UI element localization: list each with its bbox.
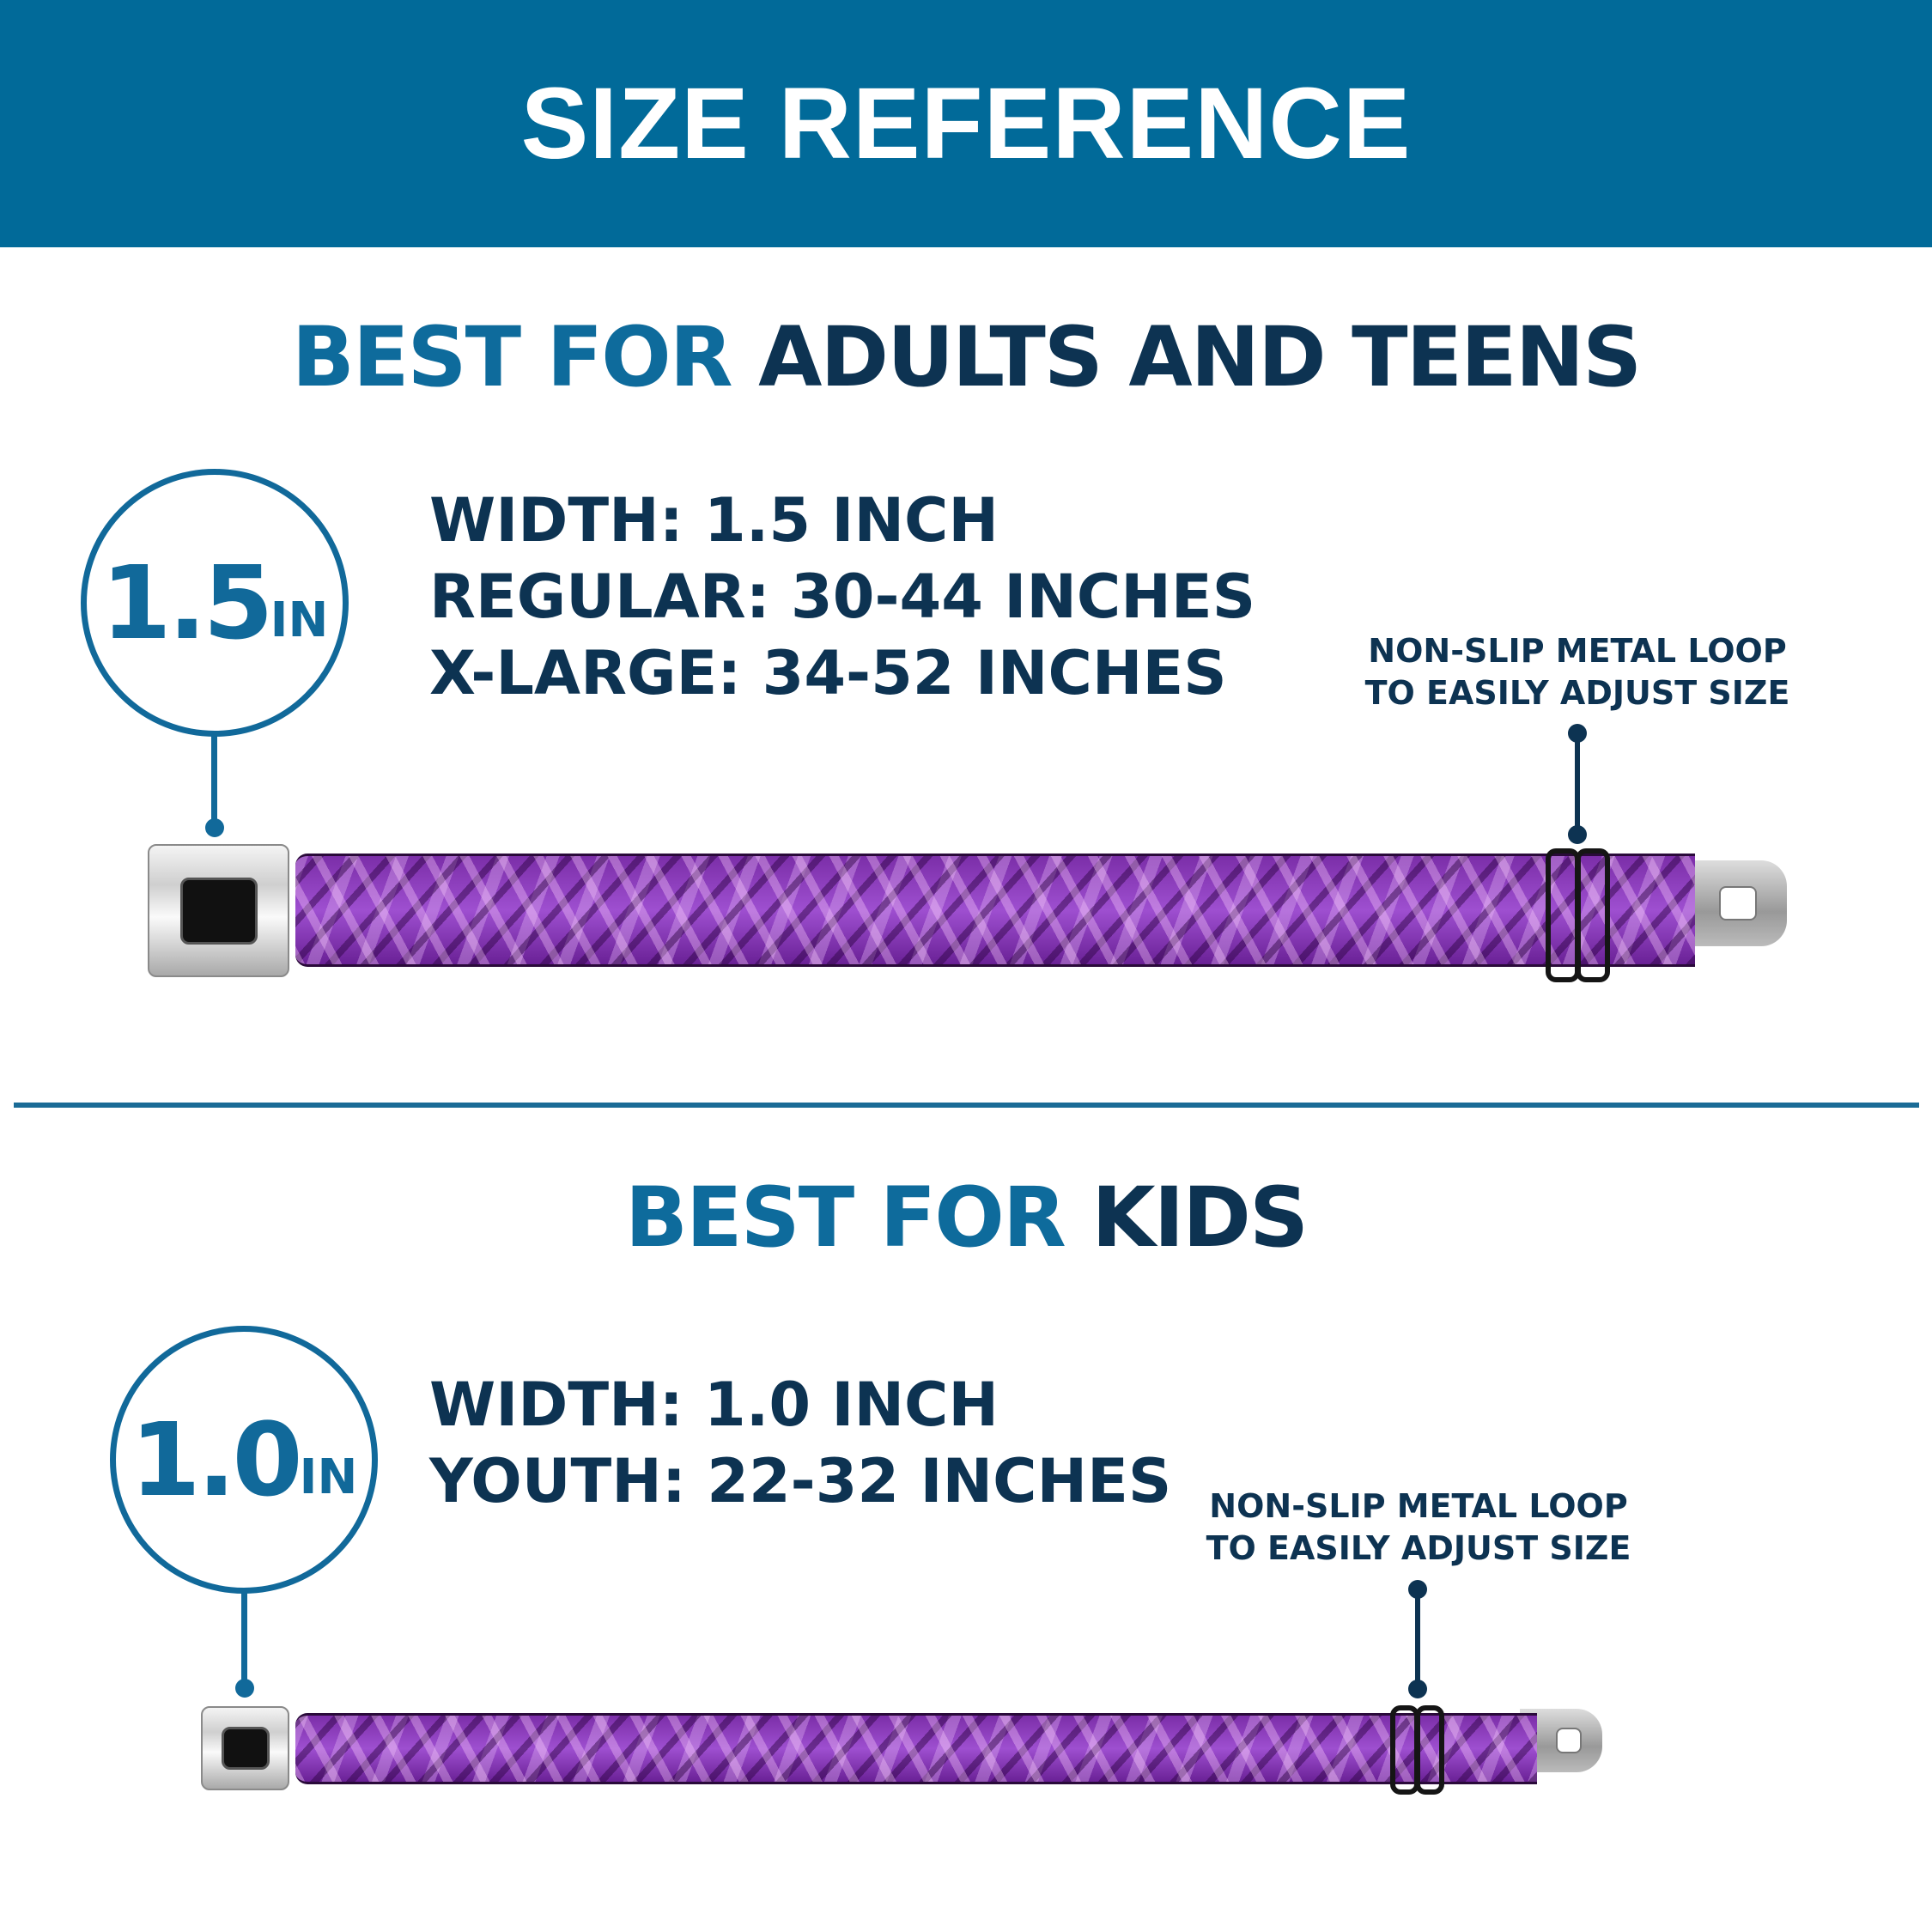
- badge-unit: IN: [270, 592, 329, 648]
- badge-value: 1.0: [130, 1400, 303, 1519]
- width-badge-adults: 1.5 IN: [81, 469, 349, 737]
- header-banner: SIZE REFERENCE: [0, 0, 1932, 247]
- adults-heading: BEST FOR ADULTS AND TEENS: [0, 309, 1932, 405]
- metal-loop: [1415, 1705, 1444, 1795]
- adults-specs: WIDTH: 1.5 INCH REGULAR: 30-44 INCHES X-…: [429, 483, 1255, 712]
- bd-logo-icon: [221, 1727, 270, 1770]
- adults-loop-note: NON-SLIP METAL LOOP TO EASILY ADJUST SIZ…: [1363, 630, 1792, 714]
- spec-width: WIDTH: 1.0 INCH: [429, 1370, 999, 1440]
- note-line: TO EASILY ADJUST SIZE: [1364, 674, 1790, 712]
- connector-line: [211, 735, 217, 826]
- seatbelt-buckle: [148, 844, 289, 977]
- connector-line: [241, 1592, 247, 1683]
- kids-heading: BEST FOR KIDS: [0, 1170, 1932, 1266]
- belt-strap-adults: [295, 854, 1695, 967]
- bd-logo-icon: [179, 877, 258, 945]
- note-dot: [1568, 825, 1587, 844]
- kids-loop-note: NON-SLIP METAL LOOP TO EASILY ADJUST SIZ…: [1204, 1485, 1633, 1570]
- note-line: NON-SLIP METAL LOOP: [1368, 632, 1787, 670]
- heading-main: ADULTS AND TEENS: [758, 309, 1642, 405]
- spec-regular: REGULAR: 30-44 INCHES: [429, 562, 1256, 632]
- kids-specs: WIDTH: 1.0 INCH YOUTH: 22-32 INCHES: [429, 1367, 1171, 1520]
- note-line-connector: [1575, 730, 1580, 833]
- connector-dot: [205, 818, 224, 837]
- width-badge-kids: 1.0 IN: [110, 1326, 378, 1594]
- note-line: TO EASILY ADJUST SIZE: [1206, 1529, 1631, 1567]
- note-line-connector: [1415, 1587, 1420, 1688]
- spec-youth: YOUTH: 22-32 INCHES: [429, 1446, 1172, 1516]
- page-title: SIZE REFERENCE: [520, 67, 1412, 180]
- heading-accent: BEST FOR: [624, 1170, 1066, 1266]
- metal-loop: [1546, 848, 1580, 982]
- section-divider: [14, 1103, 1919, 1108]
- spec-width: WIDTH: 1.5 INCH: [429, 485, 999, 556]
- note-dot: [1408, 1680, 1427, 1698]
- note-line: NON-SLIP METAL LOOP: [1209, 1487, 1628, 1525]
- heading-accent: BEST FOR: [291, 309, 733, 405]
- heading-main: KIDS: [1091, 1170, 1309, 1266]
- spec-xlarge: X-LARGE: 34-52 INCHES: [429, 638, 1227, 708]
- badge-unit: IN: [299, 1449, 358, 1505]
- seatbelt-buckle: [201, 1706, 289, 1790]
- belt-strap-kids: [295, 1713, 1537, 1784]
- metal-loop: [1576, 848, 1610, 982]
- connector-dot: [235, 1679, 254, 1698]
- badge-value: 1.5: [100, 544, 274, 662]
